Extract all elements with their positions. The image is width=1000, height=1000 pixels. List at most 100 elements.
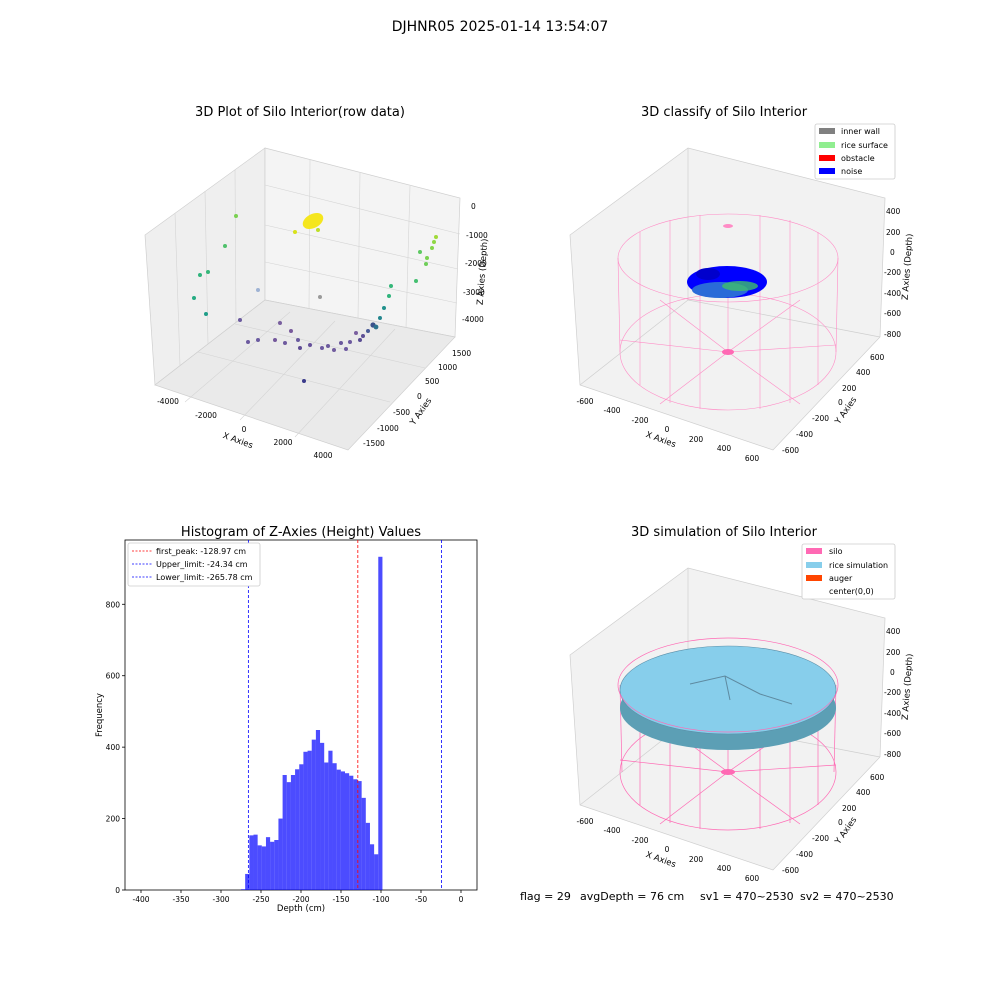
sim-y-tick: 0 [838,818,843,827]
sim-z-tick: -400 [884,709,901,718]
sim-legend-label: auger [829,574,853,583]
raw-x-tick: 4000 [313,451,332,460]
classify-y-ticks: -600 -400 -200 0 200 400 600 [782,353,885,455]
raw-x-ticks: -4000 -2000 0 2000 4000 [157,397,333,460]
hist-bar [278,818,283,890]
sim-x-tick: 200 [689,855,704,864]
hist-bar [336,769,341,890]
classify-z-tick: -600 [884,309,901,318]
sim-x-tick: -600 [576,817,593,826]
classify-legend: inner wall rice surface obstacle noise [814,123,896,180]
hist-bar [249,835,254,890]
classify-x-tick: -400 [603,406,620,415]
hist-bar [365,822,370,890]
raw-x-tick: -4000 [157,397,179,406]
sim-z-tick: 0 [890,668,895,677]
hist-bar [374,854,379,890]
classify-legend-label: rice surface [841,141,888,150]
hist-bars [241,556,383,890]
hist-bar [349,775,354,890]
classify-legend-label: noise [841,167,862,176]
info-line: flag = 29 avgDepth = 76 cm sv1 = 470~253… [520,890,894,903]
sim-legend: silo rice simulation auger center(0,0) [801,543,896,600]
classify-y-label: Y Axies [833,395,860,427]
hist-y-tick: 200 [106,815,121,824]
panel-raw-data: 3D Plot of Silo Interior(row data) [144,105,491,460]
classify-z-ticks: 400 200 0 -200 -400 -600 -800 [884,207,901,339]
hist-bar [253,834,258,890]
panel-simulation: 3D simulation of Silo Interior [569,525,915,883]
raw-z-tick: -4000 [462,315,484,324]
hist-bar [270,841,275,890]
hist-y-tick: 600 [106,672,121,681]
classify-legend-label: obstacle [841,154,875,163]
sim-z-ticks: 400 200 0 -200 -400 -600 -800 [884,627,901,759]
hist-bar [257,845,262,890]
raw-y-tick: 1000 [438,363,457,372]
sim-floor-marker [721,769,735,775]
classify-x-tick: 400 [717,444,732,453]
classify-z-tick: 0 [890,248,895,257]
hist-bar [378,556,383,890]
sim-silo-top-rim [617,637,839,733]
sim-y-tick: 200 [842,804,857,813]
hist-y-label: Frequency [95,693,105,737]
hist-x-tick: -300 [212,895,229,904]
info-sv2: sv2 = 470~2530 [800,890,894,903]
classify-y-tick: -200 [812,414,829,423]
hist-legend-label: first_peak: -128.97 cm [156,547,246,556]
raw-x-tick: -2000 [195,411,217,420]
hist-y-tick: 800 [106,600,121,609]
classify-x-tick: 0 [665,425,670,434]
hist-legend-label: Lower_limit: -265.78 cm [156,573,253,582]
classify-z-tick: 200 [886,228,901,237]
info-flag: flag = 29 [520,890,571,903]
hist-bar [353,779,358,890]
classify-x-tick: 600 [745,454,760,463]
raw-scatter-points [192,212,438,383]
info-sv1: sv1 = 470~2530 [700,890,794,903]
hist-bar [303,751,308,890]
hist-x-ticks: -400 -350 -300 -250 -200 -150 -100 -50 0 [132,890,464,904]
hist-legend-label: Upper_limit: -24.34 cm [156,560,248,569]
panel-raw-title: 3D Plot of Silo Interior(row data) [195,105,405,120]
raw-z-label: Z Axies (Depth) [476,238,491,305]
figure-suptitle: DJHNR05 2025-01-14 13:54:07 [392,19,609,35]
sim-rice-surface [619,645,837,750]
hist-bar [241,889,246,890]
info-avg-depth: avgDepth = 76 cm [580,890,684,903]
classify-legend-label: inner wall [841,127,880,136]
hist-y-tick: 400 [106,743,121,752]
hist-x-tick: -50 [415,895,427,904]
classify-z-tick: -400 [884,289,901,298]
raw-y-tick: 500 [425,377,440,386]
hist-legend: first_peak: -128.97 cm Upper_limit: -24.… [127,542,261,587]
sim-z-tick: 400 [886,627,901,636]
classify-x-ticks: -600 -400 -200 0 200 400 600 [576,397,759,463]
sim-y-tick: 600 [870,773,885,782]
raw-y-tick: -500 [393,408,410,417]
hist-bar [315,730,321,890]
raw-y-tick: -1500 [363,439,385,448]
hist-title: Histogram of Z-Axies (Height) Values [181,525,421,540]
classify-y-tick: 0 [838,398,843,407]
raw-y-ticks: -1500 -1000 -500 0 500 1000 1500 [363,349,471,448]
raw-z-tick: 0 [471,202,476,211]
hist-bar [307,750,312,890]
classify-point-cloud [687,266,767,298]
hist-bar [282,775,287,890]
hist-bar [324,762,329,890]
raw-x-tick: 0 [242,425,247,434]
hist-x-tick: -200 [292,895,309,904]
sim-legend-label: silo [829,547,843,556]
hist-bar [265,837,271,890]
hist-bar [345,773,350,890]
sim-x-tick: -400 [603,826,620,835]
hist-x-tick: -250 [252,895,269,904]
classify-floor-marker [722,349,734,355]
sim-x-ticks: -600 -400 -200 0 200 400 600 [576,817,759,883]
hist-x-tick: 0 [459,895,464,904]
sim-y-tick: 400 [856,788,871,797]
sim-legend-label: center(0,0) [829,587,874,596]
sim-z-tick: -800 [884,750,901,759]
